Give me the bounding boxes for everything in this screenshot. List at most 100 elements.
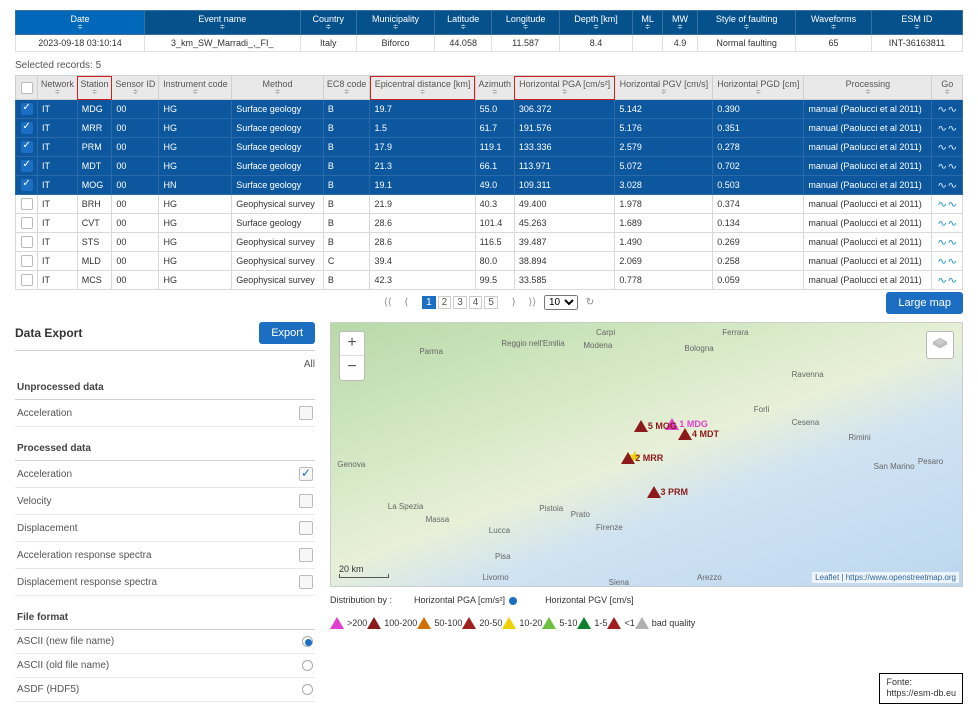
legend-lead: Distribution by : (330, 595, 392, 605)
data-th-horizontal-pgd-cm-[interactable]: Horizontal PGD [cm]≑ (713, 76, 804, 100)
station-marker[interactable]: 2 MRR (621, 452, 663, 464)
checkbox-icon[interactable] (299, 406, 313, 420)
data-th-horizontal-pga-cm-s-[interactable]: Horizontal PGA [cm/s²]≑ (514, 76, 614, 100)
page-3[interactable]: 3 (453, 296, 467, 309)
legend-metric-pga[interactable]: Horizontal PGA [cm/s²] (414, 595, 531, 605)
option-displacement[interactable]: Displacement (15, 515, 315, 542)
option-displacement-response-spectra[interactable]: Displacement response spectra (15, 569, 315, 596)
station-marker[interactable]: 4 MDT (678, 428, 719, 440)
meta-th-ml[interactable]: ML≑ (633, 11, 663, 35)
data-th-azimuth[interactable]: Azimuth≑ (475, 76, 514, 100)
meta-th-latitude[interactable]: Latitude≑ (435, 11, 492, 35)
page-5[interactable]: 5 (484, 296, 498, 309)
checkbox-icon[interactable] (299, 575, 313, 589)
option-acceleration[interactable]: Acceleration (15, 461, 315, 488)
table-row[interactable]: ITMDT00HGSurface geologyB21.366.1113.971… (16, 157, 963, 176)
option-acceleration-response-spectra[interactable]: Acceleration response spectra (15, 542, 315, 569)
triangle-icon (634, 420, 648, 432)
row-checkbox[interactable] (21, 217, 33, 229)
row-checkbox[interactable] (21, 198, 33, 210)
map[interactable]: + − BolognaCarpiModenaReggio nell'Emilia… (330, 322, 963, 587)
radio-icon[interactable] (302, 636, 313, 647)
data-th-instrument-code[interactable]: Instrument code≑ (159, 76, 232, 100)
export-all-link[interactable]: All (15, 359, 315, 370)
data-th-sensor-id[interactable]: Sensor ID≑ (112, 76, 159, 100)
table-row[interactable]: ITSTS00HGGeophysical surveyB28.6116.539.… (16, 233, 963, 252)
station-marker[interactable]: 5 MOG (634, 420, 677, 432)
meta-th-municipality[interactable]: Municipality≑ (357, 11, 435, 35)
zoom-out-button[interactable]: − (340, 356, 364, 380)
meta-th-depth-km-[interactable]: Depth [km]≑ (559, 11, 632, 35)
map-layers-button[interactable] (926, 331, 954, 359)
row-checkbox[interactable] (21, 141, 33, 153)
option-ascii-old-file-name-[interactable]: ASCII (old file name) (15, 654, 315, 678)
waveform-icon[interactable]: ∿∿ (937, 142, 957, 152)
legend-metric-pgv[interactable]: Horizontal PGV [cm/s] (545, 595, 648, 605)
table-row[interactable]: ITMCS00HGGeophysical surveyB42.399.533.5… (16, 271, 963, 290)
row-checkbox[interactable] (21, 122, 33, 134)
option-asdf-hdf-[interactable]: ASDF (HDF5) (15, 678, 315, 702)
checkbox-icon[interactable] (299, 467, 313, 481)
data-th-ec-code[interactable]: EC8 code≑ (323, 76, 370, 100)
data-th-method[interactable]: Method≑ (232, 76, 324, 100)
checkbox-icon[interactable] (299, 521, 313, 535)
waveform-icon[interactable]: ∿∿ (937, 180, 957, 190)
data-th-horizontal-pgv-cm-s-[interactable]: Horizontal PGV [cm/s]≑ (615, 76, 713, 100)
waveform-icon[interactable]: ∿∿ (937, 123, 957, 133)
row-checkbox[interactable] (21, 236, 33, 248)
row-checkbox[interactable] (21, 255, 33, 267)
table-row[interactable]: ITCVT00HGSurface geologyB28.6101.445.263… (16, 214, 963, 233)
radio-icon[interactable] (302, 684, 313, 695)
page-1[interactable]: 1 (422, 296, 436, 309)
row-checkbox[interactable] (21, 274, 33, 286)
table-row[interactable]: ITMRR00HGSurface geologyB1.561.7191.5765… (16, 119, 963, 138)
data-th-check[interactable] (16, 76, 38, 100)
data-th-epicentral-distance-km-[interactable]: Epicentral distance [km]≑ (370, 76, 475, 100)
row-checkbox[interactable] (21, 103, 33, 115)
waveform-icon[interactable]: ∿∿ (937, 161, 957, 171)
table-row[interactable]: ITPRM00HGSurface geologyB17.9119.1133.33… (16, 138, 963, 157)
waveform-icon[interactable]: ∿∿ (937, 199, 957, 209)
data-th-go[interactable]: Go≑ (932, 76, 963, 100)
row-checkbox[interactable] (21, 160, 33, 172)
pager-next[interactable]: ⟩ (508, 296, 520, 309)
export-button[interactable]: Export (259, 322, 315, 344)
checkbox-icon[interactable] (299, 548, 313, 562)
table-row[interactable]: ITBRH00HGGeophysical surveyB21.940.349.4… (16, 195, 963, 214)
meta-th-longitude[interactable]: Longitude≑ (492, 11, 560, 35)
waveform-icon[interactable]: ∿∿ (937, 237, 957, 247)
radio-icon[interactable] (302, 660, 313, 671)
data-th-network[interactable]: Network≑ (38, 76, 78, 100)
waveform-icon[interactable]: ∿∿ (937, 218, 957, 228)
page-2[interactable]: 2 (438, 296, 452, 309)
meta-th-country[interactable]: Country≑ (300, 11, 356, 35)
table-row[interactable]: ITMDG00HGSurface geologyB19.755.0306.372… (16, 100, 963, 119)
waveform-icon[interactable]: ∿∿ (937, 275, 957, 285)
option-acceleration[interactable]: Acceleration (15, 400, 315, 427)
row-checkbox[interactable] (21, 179, 33, 191)
data-th-processing[interactable]: Processing≑ (804, 76, 932, 100)
pager-prev[interactable]: ⟨ (400, 296, 412, 309)
meta-th-waveforms[interactable]: Waveforms≑ (796, 11, 872, 35)
meta-th-esm-id[interactable]: ESM ID≑ (871, 11, 962, 35)
station-marker[interactable]: 3 PRM (647, 486, 689, 498)
waveform-icon[interactable]: ∿∿ (937, 256, 957, 266)
option-ascii-new-file-name-[interactable]: ASCII (new file name) (15, 630, 315, 654)
table-row[interactable]: ITMOG00HNSurface geologyB19.149.0109.311… (16, 176, 963, 195)
zoom-in-button[interactable]: + (340, 332, 364, 356)
waveform-icon[interactable]: ∿∿ (937, 104, 957, 114)
pager-last[interactable]: ⟩⟩ (524, 296, 540, 309)
large-map-button[interactable]: Large map (886, 292, 963, 314)
checkbox-icon[interactable] (299, 494, 313, 508)
meta-th-date[interactable]: Date≑ (16, 11, 145, 35)
meta-th-style-of-faulting[interactable]: Style of faulting≑ (697, 11, 795, 35)
meta-th-event-name[interactable]: Event name≑ (145, 11, 300, 35)
meta-th-mw[interactable]: MW≑ (663, 11, 698, 35)
page-4[interactable]: 4 (469, 296, 483, 309)
table-row[interactable]: ITMLD00HGGeophysical surveyC39.480.038.8… (16, 252, 963, 271)
option-velocity[interactable]: Velocity (15, 488, 315, 515)
pager-first[interactable]: ⟨⟨ (380, 296, 396, 309)
pager-refresh-icon[interactable]: ↻ (582, 296, 598, 309)
data-th-station[interactable]: Station≑ (77, 76, 112, 100)
pager-size-select[interactable]: 10 (544, 295, 578, 310)
